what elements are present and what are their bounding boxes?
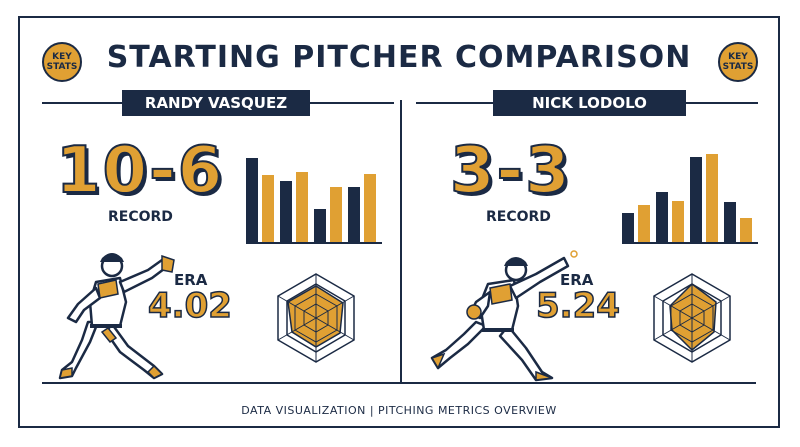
bar-left-navy-4 xyxy=(348,187,360,242)
record-value-left: 10-6 xyxy=(55,134,225,208)
bottom-rule xyxy=(42,382,756,384)
bar-chart-left xyxy=(246,158,382,244)
record-label-right: RECORD xyxy=(486,209,551,225)
bar-left-navy-1 xyxy=(246,158,258,242)
bar-left-navy-3 xyxy=(314,209,326,242)
key-stats-badge-left: KEY STATS xyxy=(42,42,82,82)
bar-right-gold-1 xyxy=(638,205,650,242)
era-label-left: ERA xyxy=(174,271,208,289)
pitcher-name-left: RANDY VASQUEZ xyxy=(122,90,310,116)
bar-chart-right xyxy=(622,154,758,244)
bar-right-navy-2 xyxy=(656,192,668,242)
pitcher-illustration-right xyxy=(430,250,578,382)
footer-caption: DATA VISUALIZATION | PITCHING METRICS OV… xyxy=(241,404,557,417)
pitcher-illustration-left xyxy=(58,253,175,380)
radar-chart-left xyxy=(277,273,355,363)
record-label-left: RECORD xyxy=(108,209,173,225)
bar-left-navy-2 xyxy=(280,181,292,242)
record-value-right: 3-3 xyxy=(449,134,572,208)
radar-chart-right xyxy=(653,273,731,363)
pitcher-name-right: NICK LODOLO xyxy=(493,90,686,116)
era-value-right: 5.24 xyxy=(535,285,620,327)
bar-right-gold-2 xyxy=(672,201,684,242)
bar-right-gold-4 xyxy=(740,218,752,242)
bar-left-gold-4 xyxy=(364,174,376,242)
infographic-card: KEY STATS KEY STATS STARTING PITCHER COM… xyxy=(18,16,780,428)
key-stats-badge-right: KEY STATS xyxy=(718,42,758,82)
era-label-right: ERA xyxy=(560,271,594,289)
bar-right-navy-1 xyxy=(622,213,634,242)
center-divider xyxy=(400,100,402,382)
bar-right-navy-3 xyxy=(690,157,702,242)
bar-right-gold-3 xyxy=(706,154,718,242)
bar-left-gold-2 xyxy=(296,172,308,242)
era-value-left: 4.02 xyxy=(147,285,232,327)
page-title: STARTING PITCHER COMPARISON xyxy=(106,40,692,75)
bar-right-navy-4 xyxy=(724,202,736,242)
bar-left-gold-3 xyxy=(330,187,342,242)
bar-left-gold-1 xyxy=(262,175,274,242)
